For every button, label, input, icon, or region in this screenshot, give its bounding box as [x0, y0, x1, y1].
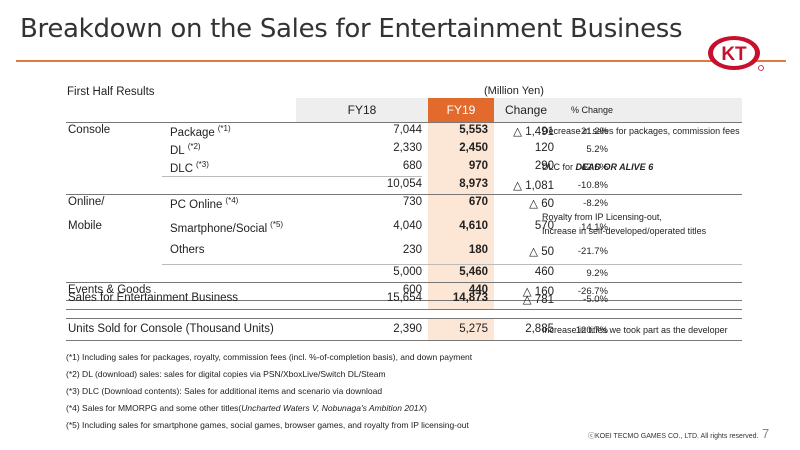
dlc-note: DLC for DEAD OR ALIVE 6 [542, 162, 654, 172]
console-total-fy18: 10,054 [386, 178, 422, 190]
smart-fy19: 4,610 [459, 220, 488, 232]
section-subtitle: First Half Results [67, 86, 155, 98]
console-total-fy19: 8,973 [459, 178, 488, 190]
row-pc-label: PC Online (*4) [170, 196, 239, 211]
dlc-change: 290 [534, 160, 554, 172]
header-bg-change [494, 98, 742, 122]
units-note: Increase in titles we took part as the d… [542, 325, 728, 335]
online-total-change: 460 [534, 266, 554, 278]
sales-fy19: 14,873 [452, 292, 488, 304]
fy19-units-fill [428, 318, 494, 340]
smart-pct: 14.1% [581, 222, 608, 233]
console-total-pct: -10.8% [577, 180, 608, 191]
rule [66, 300, 742, 301]
others-pct: -21.7% [577, 246, 608, 257]
package-pct: -21.2% [577, 126, 608, 137]
dl-fy18: 2,330 [393, 142, 422, 154]
footnote-1: (*1) Including sales for packages, royal… [66, 352, 473, 362]
smart-note-line2: Increase in self-developed/operated titl… [542, 226, 707, 236]
page-title: Breakdown on the Sales for Entertainment… [20, 14, 683, 44]
header-fy18: FY18 [347, 103, 377, 117]
pc-fy18: 730 [402, 196, 422, 208]
header-change: Change [504, 103, 548, 117]
units-fy19: 5,275 [459, 323, 488, 335]
others-fy19: 180 [468, 244, 488, 256]
category-mobile: Mobile [68, 220, 102, 232]
pc-fy19: 670 [468, 196, 488, 208]
rule [66, 122, 742, 123]
online-total-fy19: 5,460 [459, 266, 488, 278]
row-dl-label: DL (*2) [170, 142, 201, 157]
copyright: ⓒKOEI TECMO GAMES CO., LTD. All rights r… [588, 433, 759, 440]
row-events-label: Events & Goods [68, 284, 152, 296]
others-fy18: 230 [402, 244, 422, 256]
sales-change: △ 781 [522, 294, 554, 306]
units-fy18: 2,390 [393, 323, 422, 335]
category-online: Online/ [68, 196, 105, 208]
rule [66, 194, 742, 195]
console-total-change: △ 1,081 [513, 180, 554, 192]
events-fy19: 440 [468, 284, 488, 296]
events-fy18: 600 [402, 284, 422, 296]
rule [162, 264, 742, 265]
dlc-fy19: 970 [468, 160, 488, 172]
header-fy19: FY19 [446, 103, 476, 117]
logo-text: KT [721, 44, 747, 65]
footnote-2: (*2) DL (download) sales: sales for digi… [66, 369, 386, 379]
footnote-4: (*4) Sales for MMORPG and some other tit… [66, 403, 428, 413]
events-change: △ 160 [522, 286, 554, 298]
dl-change: 120 [534, 142, 554, 154]
footnote-3: (*3) DLC (Download contents): Sales for … [66, 386, 383, 396]
row-package-label: Package (*1) [170, 124, 231, 139]
units-change: 2,885 [525, 323, 554, 335]
online-total-fy18: 5,000 [393, 266, 422, 278]
rule [66, 340, 742, 341]
smart-fy18: 4,040 [393, 220, 422, 232]
smart-change: 570 [534, 220, 554, 232]
category-console: Console [68, 124, 111, 136]
header-pct: % Change [570, 105, 614, 115]
row-units-label: Units Sold for Console (Thousand Units) [68, 323, 274, 335]
dl-fy19: 2,450 [459, 142, 488, 154]
header-bg-fy19 [428, 98, 494, 122]
online-total-pct: 9.2% [586, 268, 608, 279]
page-number: 7 [762, 426, 770, 441]
unit-label: (Million Yen) [484, 85, 544, 97]
units-pct: 120.7% [575, 325, 608, 336]
koei-tecmo-logo: KT [708, 36, 764, 71]
others-change: △ 50 [529, 246, 554, 258]
rule [66, 282, 742, 283]
package-note: Decrease in sales for packages, commissi… [542, 126, 740, 136]
title-rule [16, 60, 786, 62]
pc-pct: -8.2% [583, 198, 608, 209]
row-sales-label: Sales for Entertainment Business [68, 292, 239, 304]
header-bg-fy18 [296, 98, 428, 122]
dlc-pct: 42.6% [581, 162, 608, 173]
fy19-column-fill [428, 122, 494, 309]
dlc-fy18: 680 [402, 160, 422, 172]
smart-note-line1: Royalty from IP Licensing-out, [542, 212, 662, 222]
package-change: △ 1,491 [513, 126, 554, 138]
footnote-5: (*5) Including sales for smartphone game… [66, 420, 469, 430]
rule [66, 309, 742, 310]
row-smartphone-label: Smartphone/Social (*5) [170, 220, 284, 235]
rule [162, 176, 422, 177]
sales-pct: -5.0% [583, 294, 608, 305]
sales-fy18: 15,654 [386, 292, 422, 304]
row-others-label: Others [170, 244, 205, 256]
pc-change: △ 60 [529, 198, 554, 210]
package-fy18: 7,044 [393, 124, 422, 136]
events-pct: -26.7% [577, 286, 608, 297]
package-fy19: 5,553 [459, 124, 488, 136]
dl-pct: 5.2% [586, 144, 608, 155]
row-dlc-label: DLC (*3) [170, 160, 209, 175]
rule [66, 318, 742, 319]
